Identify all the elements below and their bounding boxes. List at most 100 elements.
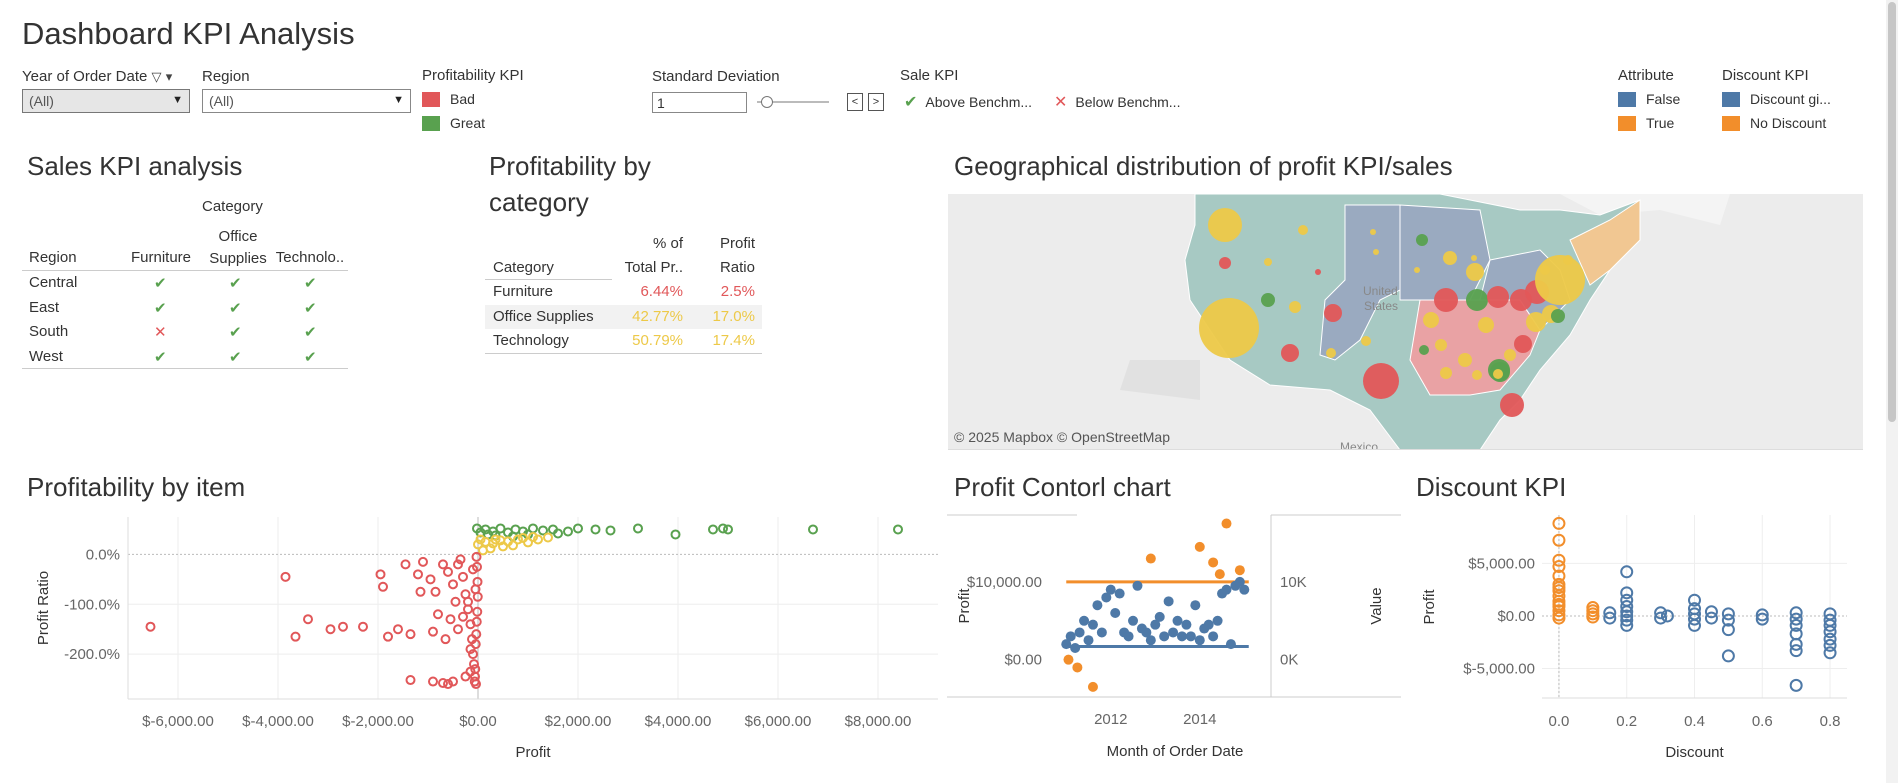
data-point [458, 571, 468, 582]
category-header: Category [202, 198, 263, 215]
data-point [1168, 627, 1179, 638]
scrollbar-thumb[interactable] [1888, 2, 1896, 422]
swatch-bad [422, 91, 440, 107]
geo-map[interactable]: United States Mexico © 2025 Mapbox © Ope… [948, 194, 1863, 450]
data-point [1755, 608, 1769, 622]
discount-chart[interactable]: 0.0 0.2 0.4 0.6 0.8 $5,000.00 $0.00 $-5,000.00 D… [1405, 505, 1885, 783]
checkmark-icon: ✔ [154, 348, 167, 366]
data-point [1552, 560, 1566, 574]
data-point [1552, 597, 1566, 611]
map-bubble [1315, 269, 1321, 275]
data-point [1163, 596, 1174, 607]
data-point [469, 676, 480, 687]
col-header-technology: Technolo.. [275, 249, 345, 266]
data-point [1704, 611, 1718, 625]
data-point [472, 523, 482, 534]
data-point [1072, 662, 1083, 673]
data-point [468, 649, 478, 660]
step-back-button[interactable]: < [847, 93, 863, 111]
data-point [458, 611, 468, 622]
checkmark-icon: ✔ [304, 324, 317, 341]
y-tick-label: $0.00 [1497, 608, 1535, 625]
swatch-no-discount [1722, 115, 1740, 131]
checkmark-icon: ✔ [229, 275, 242, 292]
map-bubble [1219, 257, 1231, 269]
x-tick-label: 0.8 [1820, 713, 1841, 730]
region-label: East [29, 298, 60, 316]
map-canvas: United States Mexico [948, 194, 1863, 450]
map-bubble [1440, 367, 1452, 379]
data-point [1688, 593, 1701, 607]
y-axis-title: Profit [956, 588, 973, 624]
map-bubble [1540, 265, 1550, 275]
data-point [463, 596, 473, 607]
data-point [358, 621, 368, 632]
header-ratio-line2: Ratio [719, 259, 755, 276]
legend-item-discount-given[interactable]: Discount gi... [1722, 87, 1867, 111]
std-dev-slider-track[interactable] [757, 101, 829, 103]
region-dropdown[interactable]: (All) ▼ [202, 89, 411, 113]
discount-chart-title: Discount KPI [1416, 472, 1567, 502]
data-point [1234, 576, 1245, 587]
data-point [1074, 627, 1085, 638]
checkmark-icon: ✔ [904, 94, 918, 111]
legend-item-false[interactable]: False [1618, 87, 1718, 111]
discount-chart-plot: 0.0 0.2 0.4 0.6 0.8 $5,000.00 $0.00 $-5,000.00 D… [1421, 515, 1847, 761]
data-point [1063, 654, 1074, 665]
control-chart-plot: $10,000.00 10K $0.00 0K 2012 2014 Month of Ord… [947, 514, 1401, 760]
data-point [1181, 619, 1192, 630]
map-credit: © 2025 Mapbox © OpenStreetMap [954, 429, 1170, 445]
item-chart-title: Profitability by item [27, 472, 246, 502]
filter-icon[interactable]: ▽ [151, 69, 162, 84]
profitability-category-table: % of Total Pr.. Profit Ratio Category Fu… [485, 235, 762, 355]
chevron-down-icon: ▼ [393, 94, 404, 106]
y-tick-label: $-5,000.00 [1463, 661, 1535, 678]
legend-item-bad[interactable]: Bad [422, 87, 552, 111]
data-point [1823, 638, 1837, 652]
profitability-category-title-1: Profitability by [489, 151, 651, 181]
std-dev-slider-handle[interactable] [761, 96, 773, 108]
legend-item-great[interactable]: Great [422, 111, 552, 131]
year-dropdown-value: (All) [29, 93, 54, 109]
legend-item-no-discount[interactable]: No Discount [1722, 111, 1867, 131]
data-point [1789, 612, 1803, 626]
std-dev-input[interactable] [652, 92, 747, 113]
map-label-mexico: Mexico [1340, 440, 1378, 450]
data-point [1105, 584, 1116, 595]
dropdown-menu-icon[interactable]: ▾ [165, 69, 173, 84]
data-point [468, 564, 478, 575]
data-point [573, 523, 583, 534]
header-category: Category [493, 259, 554, 276]
map-bubble [1361, 336, 1371, 346]
legend-item-below-benchmark[interactable]: ✕ Below Benchm... [1054, 90, 1180, 114]
data-point [1221, 584, 1232, 595]
data-point [1159, 631, 1170, 642]
map-bubble [1563, 255, 1573, 265]
year-dropdown[interactable]: (All) ▼ [22, 89, 190, 113]
swatch-true [1618, 115, 1636, 131]
geo-title: Geographical distribution of profit KPI/… [954, 151, 1453, 181]
data-point [443, 679, 453, 690]
control-chart[interactable]: $10,000.00 10K $0.00 0K 2012 2014 Month of Ord… [945, 505, 1405, 783]
legend-item-above-benchmark[interactable]: ✔ Above Benchm... [904, 90, 1032, 114]
map-bubble [1298, 225, 1308, 235]
data-point [1061, 639, 1072, 650]
data-point [543, 532, 553, 543]
data-point [145, 621, 156, 632]
map-bubble [1419, 345, 1429, 355]
data-point [1221, 518, 1232, 529]
step-forward-button[interactable]: > [868, 93, 884, 111]
legend-item-true[interactable]: True [1618, 111, 1718, 131]
footer-divider [22, 368, 348, 369]
data-point [1620, 586, 1634, 600]
map-bubble [1289, 301, 1301, 313]
y-tick-label: $0.00 [1004, 652, 1042, 669]
data-point [413, 569, 423, 580]
data-point [1654, 611, 1668, 625]
sales-kpi-rows: Central ✔ ✔ ✔ East ✔ ✔ ✔ South ✕ ✔ ✔ West ✔ ✔ ✔ [22, 271, 348, 369]
data-point [1704, 605, 1718, 619]
item-chart[interactable]: $-6,000.00 $-4,000.00 $-2,000.00 $0.00 $2,00… [0, 505, 945, 783]
data-point [433, 609, 443, 620]
data-point [718, 523, 728, 534]
legend-item-label: Bad [450, 91, 475, 107]
